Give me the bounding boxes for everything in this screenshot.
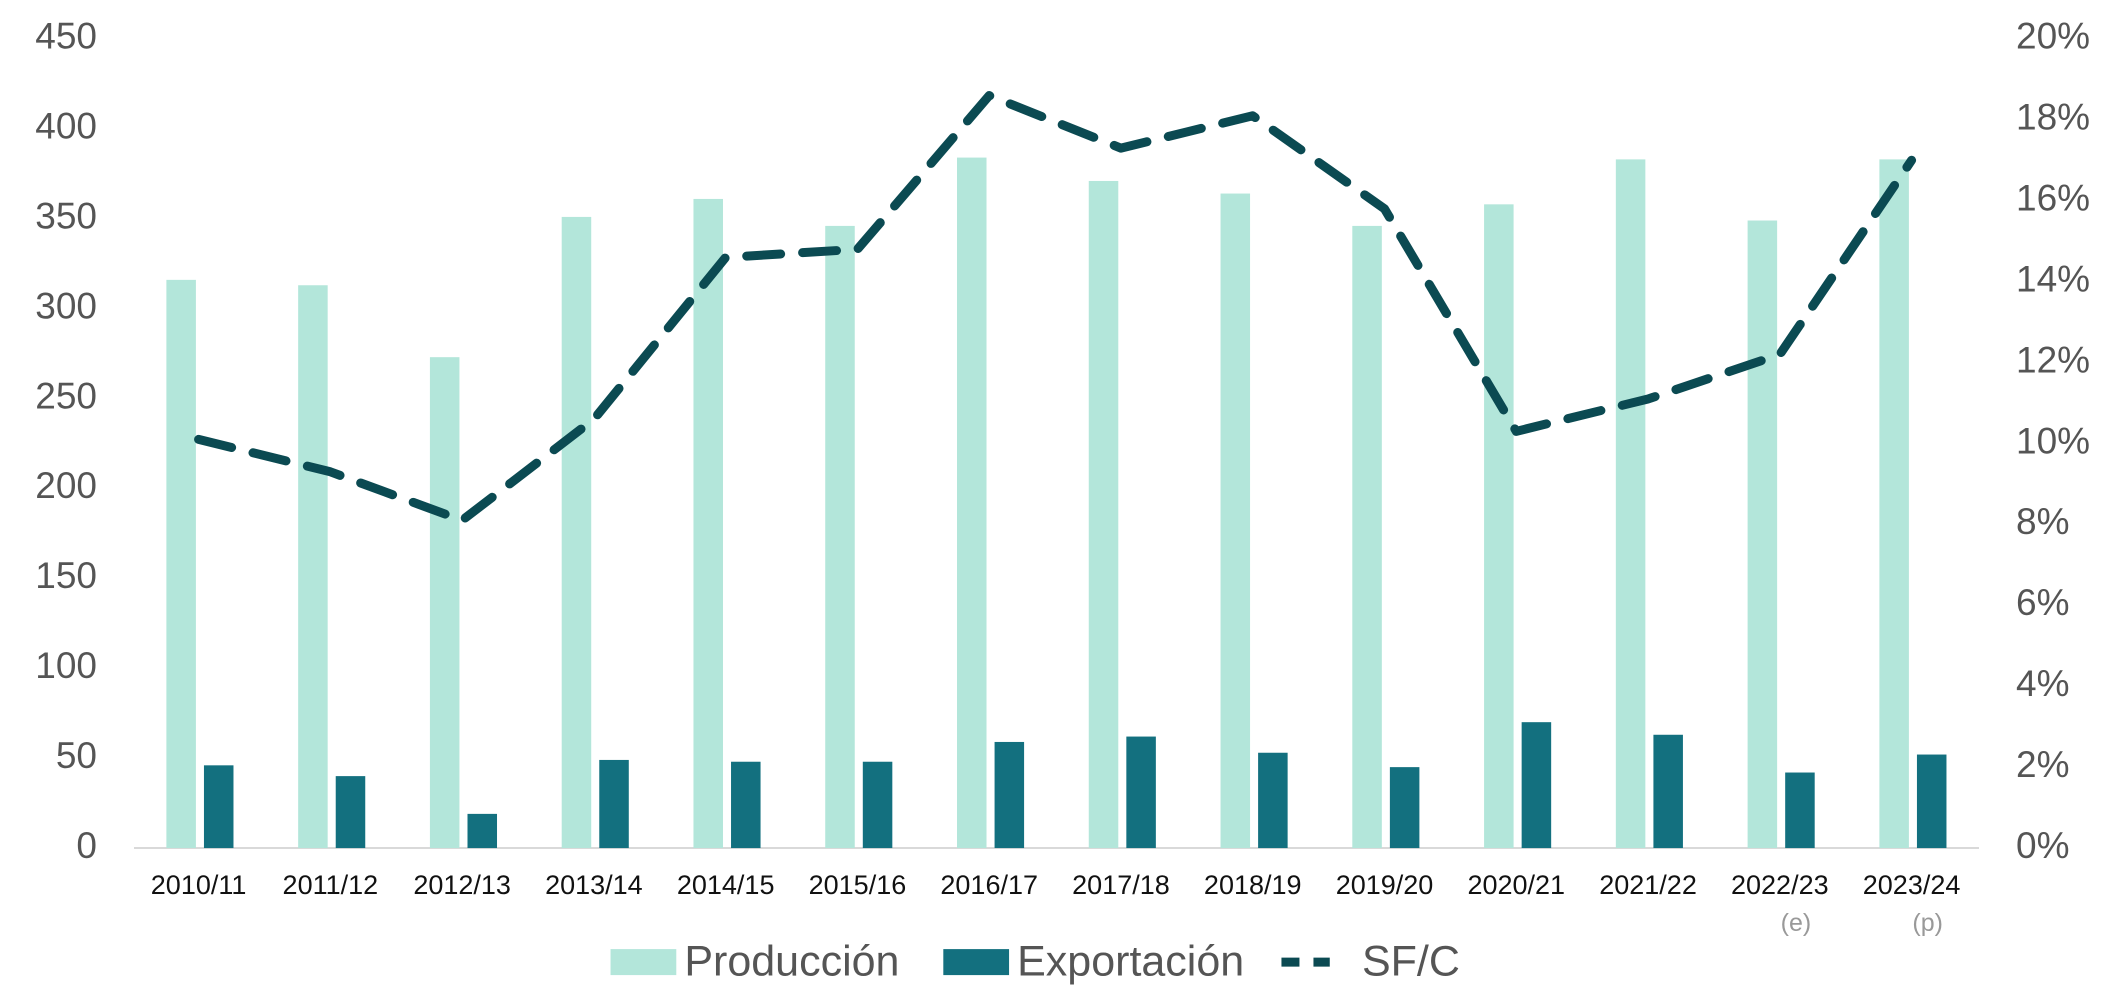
y2-tick-label: 6% — [2016, 582, 2069, 623]
y2-tick-label: 12% — [2016, 339, 2090, 380]
bar — [1088, 180, 1119, 849]
y2-tick-label: 8% — [2016, 501, 2069, 542]
x-tick-label: 2011/12 — [283, 870, 379, 900]
x-tick-label: 2012/13 — [413, 870, 511, 900]
y-tick-label: 350 — [35, 196, 97, 237]
y-tick-label: 150 — [35, 555, 97, 596]
x-tick-label: 2019/20 — [1336, 870, 1434, 900]
x-tick-label: 2021/22 — [1599, 870, 1697, 900]
y-tick-label: 400 — [35, 106, 97, 147]
y-tick-label: 300 — [35, 285, 97, 326]
legend-label: SF/C — [1362, 937, 1460, 985]
x-tick-label: 2018/19 — [1204, 870, 1302, 900]
bar — [166, 279, 196, 849]
bar — [731, 761, 761, 849]
y2-tick-label: 4% — [2016, 663, 2069, 704]
x-tick-label: 2015/16 — [809, 870, 907, 900]
bar — [335, 776, 366, 849]
bar — [203, 765, 234, 849]
y2-tick-label: 16% — [2016, 178, 2090, 219]
line — [194, 91, 1917, 525]
y-tick-label: 0 — [76, 825, 97, 866]
y-tick-label: 100 — [35, 645, 97, 686]
y-tick-label: 250 — [35, 375, 97, 416]
x-tick-label: 2010/11 — [151, 870, 247, 900]
y2-tick-label: 10% — [2016, 420, 2090, 461]
legend-label: Exportación — [1017, 937, 1244, 985]
bar — [1389, 767, 1420, 849]
legend-swatch — [610, 949, 677, 976]
bar — [1126, 736, 1156, 849]
bar — [298, 285, 328, 849]
bar — [1521, 722, 1552, 849]
y2-tick-label: 20% — [2016, 16, 2090, 57]
x-tick-label: 2022/23 — [1731, 870, 1829, 900]
bar — [862, 761, 893, 849]
category-note: (e) — [1781, 909, 1812, 937]
y-tick-label: 450 — [35, 16, 97, 57]
bar — [956, 157, 987, 849]
bar — [1916, 754, 1947, 849]
y-tick-label: 200 — [35, 465, 97, 506]
bar — [1352, 225, 1382, 849]
x-tick-label: 2016/17 — [940, 870, 1038, 900]
x-tick-label: 2020/21 — [1467, 870, 1565, 900]
bar — [467, 813, 498, 849]
bar — [1785, 772, 1815, 849]
bar — [1258, 752, 1288, 849]
bar — [561, 216, 592, 849]
bar — [994, 741, 1025, 849]
legend-swatch — [943, 949, 1010, 976]
y2-tick-label: 18% — [2016, 97, 2090, 138]
x-tick-label: 2014/15 — [677, 870, 775, 900]
x-tick-label: 2013/14 — [545, 870, 643, 900]
bar — [825, 225, 855, 849]
y2-tick-label: 14% — [2016, 258, 2090, 299]
bar — [1484, 204, 1514, 849]
category-note: (p) — [1912, 909, 1943, 937]
bar — [1879, 159, 1909, 849]
y2-tick-label: 0% — [2016, 825, 2069, 866]
bar — [1615, 159, 1646, 849]
bar — [1747, 220, 1778, 849]
legend-label: Producción — [684, 937, 899, 985]
bar — [599, 759, 629, 849]
x-tick-label: 2017/18 — [1072, 870, 1170, 900]
bar — [1220, 193, 1251, 849]
x-tick-label: 2023/24 — [1863, 870, 1961, 900]
bar — [1653, 734, 1683, 849]
y2-tick-label: 2% — [2016, 744, 2069, 785]
y-tick-label: 50 — [56, 735, 97, 776]
bar — [693, 198, 723, 849]
bar — [429, 357, 460, 849]
